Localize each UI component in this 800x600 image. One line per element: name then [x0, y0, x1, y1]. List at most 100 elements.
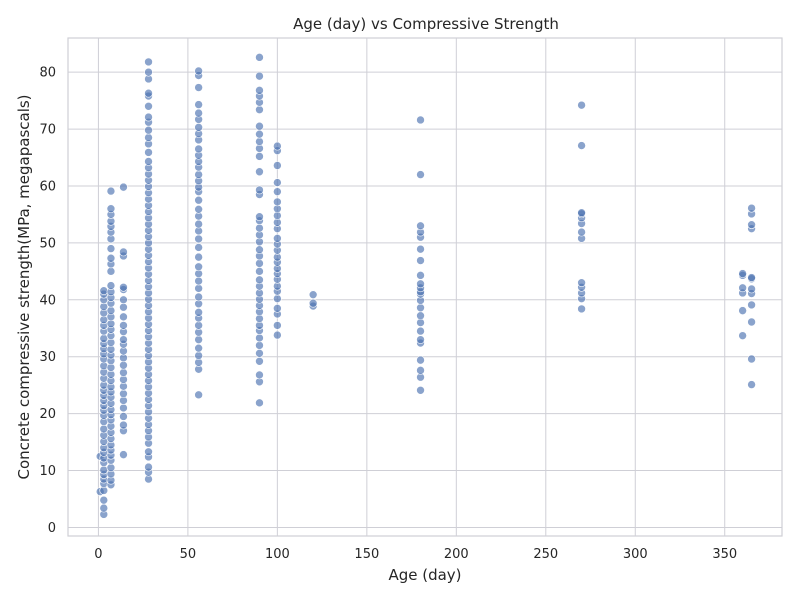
data-point: [255, 275, 264, 285]
data-point: [119, 282, 128, 292]
data-point: [416, 271, 425, 280]
y-tick-label: 50: [39, 236, 56, 251]
data-point: [577, 278, 586, 288]
data-point: [194, 321, 203, 330]
data-point: [416, 221, 425, 231]
data-point: [747, 273, 756, 282]
data-point: [255, 86, 264, 95]
data-point: [577, 141, 586, 150]
data-point: [144, 133, 153, 142]
data-point: [119, 321, 128, 330]
data-point: [747, 317, 756, 327]
y-tick-label: 30: [39, 350, 56, 365]
data-point: [99, 286, 109, 295]
data-point: [119, 302, 128, 312]
data-point: [255, 137, 264, 146]
data-point: [273, 321, 282, 330]
data-point: [738, 269, 747, 278]
data-point: [416, 115, 425, 125]
x-tick-label: 300: [623, 547, 648, 562]
data-point: [577, 100, 586, 110]
data-point: [416, 244, 425, 254]
data-point: [577, 227, 586, 237]
data-point: [144, 112, 153, 122]
data-point: [255, 53, 264, 62]
data-point: [194, 144, 203, 154]
data-point: [416, 366, 425, 375]
data-point: [194, 108, 203, 118]
plot-frame: [67, 37, 783, 537]
data-point: [255, 341, 264, 350]
data-point: [577, 208, 586, 218]
data-point: [119, 420, 128, 430]
data-point: [194, 66, 203, 76]
data-point: [194, 219, 203, 229]
x-tick-label: 0: [94, 547, 102, 562]
data-point: [273, 294, 282, 303]
data-point: [738, 306, 747, 315]
grid: [68, 38, 782, 536]
data-point: [308, 298, 318, 308]
data-point: [738, 283, 747, 293]
data-point: [255, 223, 264, 233]
data-point: [416, 311, 425, 321]
data-point: [416, 170, 425, 179]
data-point: [577, 304, 586, 314]
data-point: [416, 326, 425, 336]
data-point: [747, 380, 756, 389]
data-point: [273, 330, 282, 340]
data-point: [106, 253, 116, 263]
data-point: [255, 185, 264, 195]
data-point: [194, 205, 203, 214]
data-point: [273, 141, 282, 151]
data-point: [273, 161, 282, 170]
data-point: [144, 447, 153, 457]
y-axis-label: Concrete compressive strength(MPa, megap…: [15, 94, 33, 479]
data-point: [738, 331, 747, 340]
data-point: [255, 370, 264, 380]
data-point: [273, 304, 282, 313]
data-point: [119, 247, 128, 257]
data-point: [119, 389, 128, 399]
data-point: [194, 351, 203, 360]
data-point: [119, 360, 128, 370]
y-tick-label: 10: [39, 464, 56, 479]
data-point: [255, 121, 264, 131]
data-point: [747, 220, 756, 229]
data-point: [106, 281, 116, 290]
data-point: [416, 256, 425, 265]
data-point: [416, 303, 425, 313]
data-point: [106, 306, 116, 315]
data-point: [144, 125, 153, 135]
x-tick-label: 100: [265, 547, 290, 562]
data-point: [106, 463, 116, 473]
data-point: [255, 167, 264, 177]
data-point: [119, 412, 128, 421]
data-point: [99, 495, 109, 505]
data-point: [194, 252, 203, 262]
data-point: [194, 195, 203, 205]
data-point: [255, 333, 264, 343]
data-point: [273, 197, 282, 207]
x-axis-label: Age (day): [388, 566, 461, 584]
data-point: [194, 308, 203, 317]
y-tick-label: 40: [39, 293, 56, 308]
y-tick-label: 70: [39, 123, 56, 138]
data-point: [194, 100, 203, 109]
data-point: [747, 354, 756, 364]
data-point: [144, 148, 153, 157]
data-point: [119, 403, 128, 413]
y-tick-label: 60: [39, 179, 56, 194]
data-point: [416, 279, 425, 289]
data-point: [144, 157, 153, 166]
data-point: [119, 335, 128, 344]
data-point: [194, 170, 203, 179]
data-point: [144, 101, 153, 111]
data-point: [119, 312, 128, 322]
data-point: [308, 290, 318, 299]
data-point: [255, 267, 264, 276]
data-point: [194, 335, 203, 344]
data-point: [416, 335, 425, 344]
data-point: [144, 462, 153, 472]
